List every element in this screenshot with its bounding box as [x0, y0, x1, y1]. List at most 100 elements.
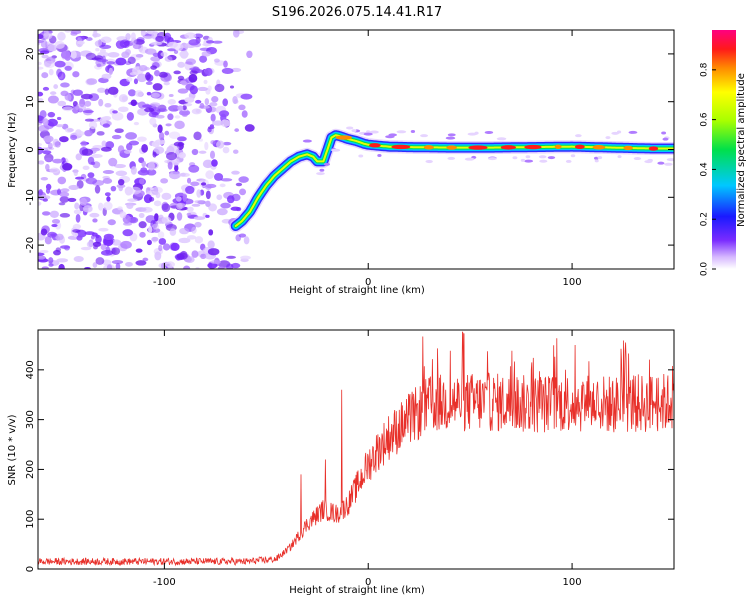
spectrogram-noise-blob — [133, 121, 140, 126]
spectrogram-noise-blob — [217, 266, 225, 269]
spectrogram-noise-blob — [160, 178, 169, 184]
spectrogram-noise-blob — [177, 61, 186, 68]
spectrogram-noise-blob — [51, 218, 61, 224]
spectrogram-noise-blob — [73, 255, 84, 262]
spectrogram-noise-blob — [41, 211, 51, 216]
spectrogram-side-blob — [523, 159, 534, 163]
spectrogram-noise-blob — [106, 196, 111, 202]
spectrogram-noise-blob — [49, 91, 57, 95]
spectrogram-noise-blob — [143, 35, 154, 40]
spectrogram-noise-blob — [226, 195, 235, 204]
snr-y-tick-label: 300 — [25, 410, 36, 429]
spectrogram-noise-blob — [189, 70, 198, 75]
spectrogram-noise-blob — [117, 178, 125, 186]
spectrogram-side-blob — [484, 130, 494, 134]
spectrogram-peak — [500, 145, 517, 150]
spectrogram-noise-blob — [182, 265, 191, 269]
spectrogram-noise-blob — [115, 170, 128, 177]
spectrogram-noise-blob — [43, 60, 56, 69]
spectrogram-noise-blob — [191, 108, 202, 115]
spectrogram-peak — [524, 144, 542, 150]
spectrogram-peak — [468, 145, 488, 150]
spectrogram-noise-blob — [188, 39, 200, 46]
spectrogram-noise-blob — [102, 169, 115, 174]
spectrogram-noise-blob — [38, 194, 51, 200]
spectrogram-noise-blob — [221, 67, 234, 75]
spectrogram-y-axis: -20 -10 0 10 20 — [25, 48, 674, 253]
spectrogram-noise-blob — [82, 109, 94, 114]
spectrogram-noise-blob — [38, 114, 43, 122]
spectrogram-noise-blob — [100, 243, 107, 251]
spectrogram-noise-blob — [117, 145, 125, 154]
spectrogram-noise-blob — [158, 244, 163, 252]
spectrogram-noise-blob — [160, 51, 168, 57]
spectrogram-side-blob — [410, 129, 416, 133]
spectrogram-noise-blob — [38, 255, 46, 260]
spectrogram-noise-blob — [126, 77, 133, 82]
spectrogram-noise-blob — [238, 104, 246, 111]
spectrogram-noise-blob — [208, 229, 214, 236]
spectrogram-noise-blob — [76, 130, 85, 136]
spectrogram-noise-blob — [75, 153, 82, 161]
spectrogram-noise-blob — [82, 205, 93, 213]
spectrogram-noise-blob — [41, 266, 49, 269]
spectrogram-noise-blob — [64, 55, 71, 61]
spectrogram-noise-blob — [46, 118, 58, 127]
spectrogram-noise-blob — [96, 131, 105, 136]
spectrogram-noise-blob — [152, 83, 163, 91]
spectrogram-y-tick-label: 20 — [25, 48, 36, 61]
spectrogram-noise-blob — [64, 30, 72, 33]
spectrogram-noise-blob — [44, 236, 52, 245]
spectrogram-noise-blob — [120, 240, 132, 249]
spectrogram-noise-blob — [107, 51, 120, 58]
spectrogram-noise-blob — [191, 148, 199, 156]
spectrogram-peak — [592, 145, 606, 150]
spectrogram-noise-blob — [111, 239, 122, 246]
spectrogram-noise-blob — [80, 246, 92, 251]
spectrogram-noise-blob — [194, 221, 202, 228]
spectrogram-noise-blob — [150, 65, 157, 70]
spectrogram-noise-blob — [74, 202, 80, 210]
spectrogram-noise-blob — [108, 157, 118, 167]
spectrogram-noise-blob — [220, 178, 233, 182]
spectrogram-noise-blob — [158, 71, 168, 78]
spectrogram-noise-blob — [231, 170, 240, 175]
spectrogram-noise-blob — [140, 167, 148, 174]
spectrogram-side-blob — [377, 153, 382, 157]
spectrogram-noise-blob — [79, 197, 88, 206]
spectrogram-noise-blob — [114, 128, 124, 134]
spectrogram-noise-blob — [176, 212, 183, 221]
spectrogram-noise-blob — [205, 183, 217, 189]
spectrogram-noise-blob — [174, 115, 181, 119]
spectrogram-noise-blob — [98, 98, 104, 107]
spectrogram-noise-blob — [213, 58, 220, 63]
spectrogram-noise-blob — [244, 124, 255, 132]
spectrogram-noise-blob — [91, 154, 103, 158]
spectrogram-side-blob — [420, 134, 429, 138]
spectrogram-noise-blob — [152, 151, 157, 158]
spectrogram-noise-blob — [226, 255, 236, 259]
spectrogram-noise-blob — [167, 99, 176, 105]
spectrogram-noise-blob — [204, 67, 213, 76]
spectrogram-noise-blob — [178, 152, 186, 159]
colorbar-tick-label: 0.6 — [700, 112, 710, 127]
spectrogram-noise-blob — [94, 185, 101, 194]
spectrogram-noise-blob — [241, 110, 248, 118]
spectrogram-noise-blob — [85, 52, 97, 61]
spectrogram-noise-blob — [132, 43, 142, 50]
spectrogram-noise-blob — [49, 167, 60, 174]
spectrogram-noise-blob — [155, 220, 163, 225]
spectrogram-noise-blob — [207, 240, 215, 249]
snr-x-tick-label: -100 — [153, 577, 176, 588]
spectrogram-noise-blob — [103, 237, 114, 247]
spectrogram-noise-blob — [191, 250, 199, 258]
spectrogram-noise-blob — [198, 150, 207, 154]
spectrogram-noise-blob — [205, 214, 210, 218]
spectrogram-noise-blob — [151, 92, 161, 98]
spectrogram-noise-blob — [42, 198, 48, 202]
spectrogram-noise-blob — [118, 106, 129, 113]
spectrogram-noise-blob — [149, 117, 157, 126]
spectrogram-noise-blob — [54, 141, 61, 148]
spectrogram-noise-blob — [103, 233, 115, 241]
